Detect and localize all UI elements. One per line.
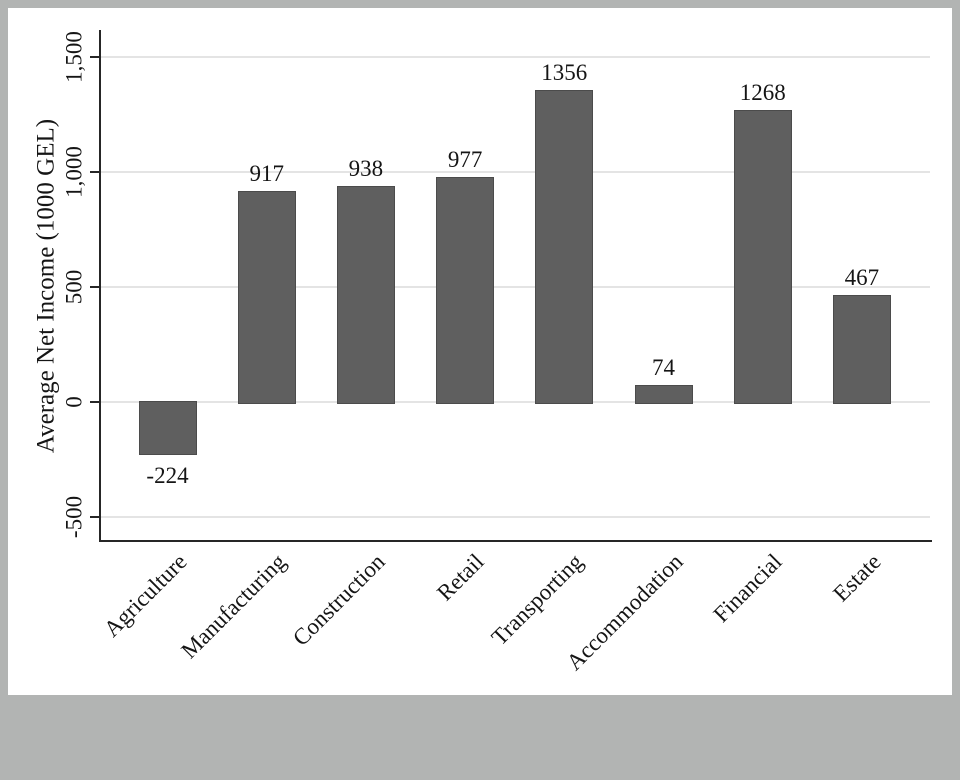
bar-value-label: 467 <box>844 264 880 290</box>
y-tick <box>90 171 99 173</box>
bar <box>832 294 891 404</box>
gridline <box>100 401 930 403</box>
bar-chart: -500 0 500 1,000 1,500 Average Net Income (1… <box>32 30 932 675</box>
gridline <box>100 56 930 58</box>
y-tick <box>90 401 99 403</box>
bar <box>436 177 495 405</box>
bar-value-label: 917 <box>249 161 284 187</box>
y-axis-title: Average Net Income (1000 GEL) <box>32 118 60 454</box>
gridline <box>100 286 930 288</box>
bar <box>634 384 693 404</box>
bar <box>237 191 296 405</box>
x-axis-line <box>99 540 932 542</box>
y-tick <box>90 286 99 288</box>
bar-value-label: -224 <box>146 463 189 488</box>
bar-value-label: 938 <box>348 156 384 182</box>
bar-value-label: 1356 <box>541 60 588 86</box>
bar-value-label: 74 <box>652 354 675 380</box>
y-tick-label: 0 <box>61 396 87 408</box>
gridline <box>100 171 930 173</box>
y-tick-label: 1,000 <box>61 146 87 198</box>
bar <box>138 401 197 455</box>
gridline <box>100 516 930 518</box>
bar <box>336 186 395 405</box>
y-tick <box>90 516 99 518</box>
y-tick-label: 500 <box>61 269 87 305</box>
y-tick <box>90 56 99 58</box>
y-axis-line <box>99 30 101 542</box>
bar <box>535 90 594 405</box>
bar-value-label: 977 <box>447 147 483 173</box>
bar <box>733 110 792 405</box>
y-tick-label: -500 <box>61 495 87 539</box>
bar-value-label: 1268 <box>739 80 786 106</box>
y-tick-label: 1,500 <box>61 31 87 83</box>
